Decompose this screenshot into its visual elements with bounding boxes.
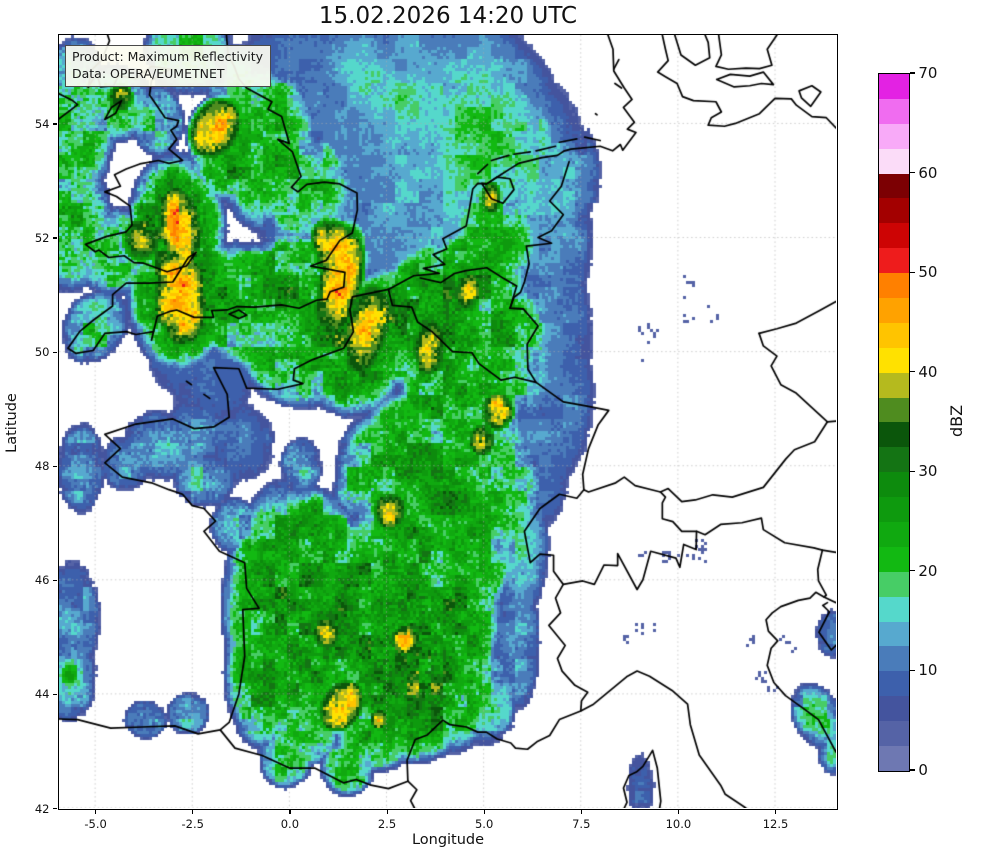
colorbar-tick-mark [910, 171, 915, 174]
x-tick-label: 0.0 [280, 816, 300, 831]
colorbar-segment [879, 721, 909, 747]
y-tick-label: 44 [34, 687, 50, 702]
x-tick-mark [677, 810, 680, 814]
data-source-line: Data: OPERA/EUMETNET [72, 65, 225, 81]
colorbar-segment [879, 422, 909, 448]
colorbar-segment [879, 746, 909, 771]
x-tick-label: 12.5 [762, 816, 789, 831]
y-tick-mark [53, 807, 57, 810]
colorbar-tick-label: 60 [918, 163, 938, 182]
colorbar-segment [879, 223, 909, 249]
y-tick-mark [53, 693, 57, 695]
colorbar-segment [879, 522, 909, 547]
x-tick-label: -5.0 [84, 816, 107, 831]
colorbar-segment [879, 98, 909, 124]
y-tick-mark [53, 465, 57, 467]
colorbar-segment [879, 372, 909, 398]
colorbar-segment [879, 298, 909, 323]
y-tick-label: 48 [34, 459, 50, 474]
product-info-box: Product: Maximum Reflectivity Data: OPER… [65, 45, 272, 87]
y-tick-mark [53, 123, 57, 125]
colorbar-tick-label: 30 [918, 462, 938, 481]
colorbar-tick-label: 0 [918, 761, 928, 779]
y-tick-label: 50 [34, 345, 50, 360]
colorbar-segment [879, 123, 909, 149]
colorbar-tick-mark [910, 371, 915, 373]
x-tick-label: 10.0 [665, 816, 692, 831]
colorbar-segment [879, 248, 909, 274]
colorbar-tick-mark [910, 570, 915, 572]
x-tick-mark [483, 810, 485, 814]
y-tick-label: 54 [34, 116, 50, 131]
x-tick-mark [192, 810, 194, 814]
colorbar-segment [879, 546, 909, 572]
colorbar-segment [879, 571, 909, 597]
x-tick-mark [386, 810, 388, 814]
x-tick-label: 7.5 [572, 816, 591, 831]
colorbar-segment [879, 447, 909, 473]
colorbar-segment [879, 347, 909, 373]
colorbar-segment [879, 472, 909, 498]
colorbar-tick-label: 70 [918, 64, 938, 82]
colorbar-segment [879, 198, 909, 224]
figure-title: 15.02.2026 14:20 UTC [318, 3, 578, 29]
colorbar-tick-mark [910, 669, 915, 672]
y-tick-mark [53, 351, 57, 353]
x-tick-label: -2.5 [181, 816, 204, 831]
colorbar-tick-mark [910, 769, 915, 771]
colorbar-segment [879, 646, 909, 672]
product-line: Product: Maximum Reflectivity [72, 49, 264, 64]
y-tick-mark [53, 579, 57, 581]
colorbar-segment [879, 497, 909, 523]
x-tick-mark [580, 810, 582, 814]
colorbar-tick-label: 50 [918, 263, 938, 282]
colorbar-segment [879, 74, 909, 99]
colorbar-tick-label: 20 [918, 561, 938, 580]
colorbar-tick-label: 10 [918, 661, 938, 680]
radar-map-canvas [59, 35, 836, 808]
y-tick-mark [53, 237, 57, 239]
x-tick-label: 5.0 [474, 816, 494, 831]
colorbar-tick-label: 40 [918, 362, 938, 381]
colorbar-segment [879, 671, 909, 697]
colorbar-segment [879, 322, 909, 348]
x-tick-label: 2.5 [377, 816, 397, 831]
colorbar-label: dBZ [947, 404, 966, 438]
x-axis-label: Longitude [411, 832, 485, 848]
colorbar [878, 73, 910, 772]
y-tick-label: 46 [34, 573, 50, 588]
colorbar-tick-mark [910, 470, 915, 472]
colorbar-segment [879, 397, 909, 423]
colorbar-segment [879, 173, 909, 199]
y-tick-label: 42 [34, 801, 50, 816]
x-tick-mark [289, 810, 291, 814]
colorbar-tick-mark [910, 72, 915, 74]
colorbar-segment [879, 596, 909, 622]
y-tick-label: 52 [34, 231, 50, 246]
colorbar-segment [879, 621, 909, 647]
colorbar-segment [879, 273, 909, 299]
colorbar-segment [879, 696, 909, 722]
colorbar-segment [879, 148, 909, 174]
x-tick-mark [95, 810, 97, 814]
map-plot-area: Product: Maximum Reflectivity Data: OPER… [58, 34, 838, 810]
colorbar-tick-mark [910, 271, 915, 273]
x-tick-mark [775, 810, 777, 814]
y-axis-label: Latitude [4, 393, 20, 453]
